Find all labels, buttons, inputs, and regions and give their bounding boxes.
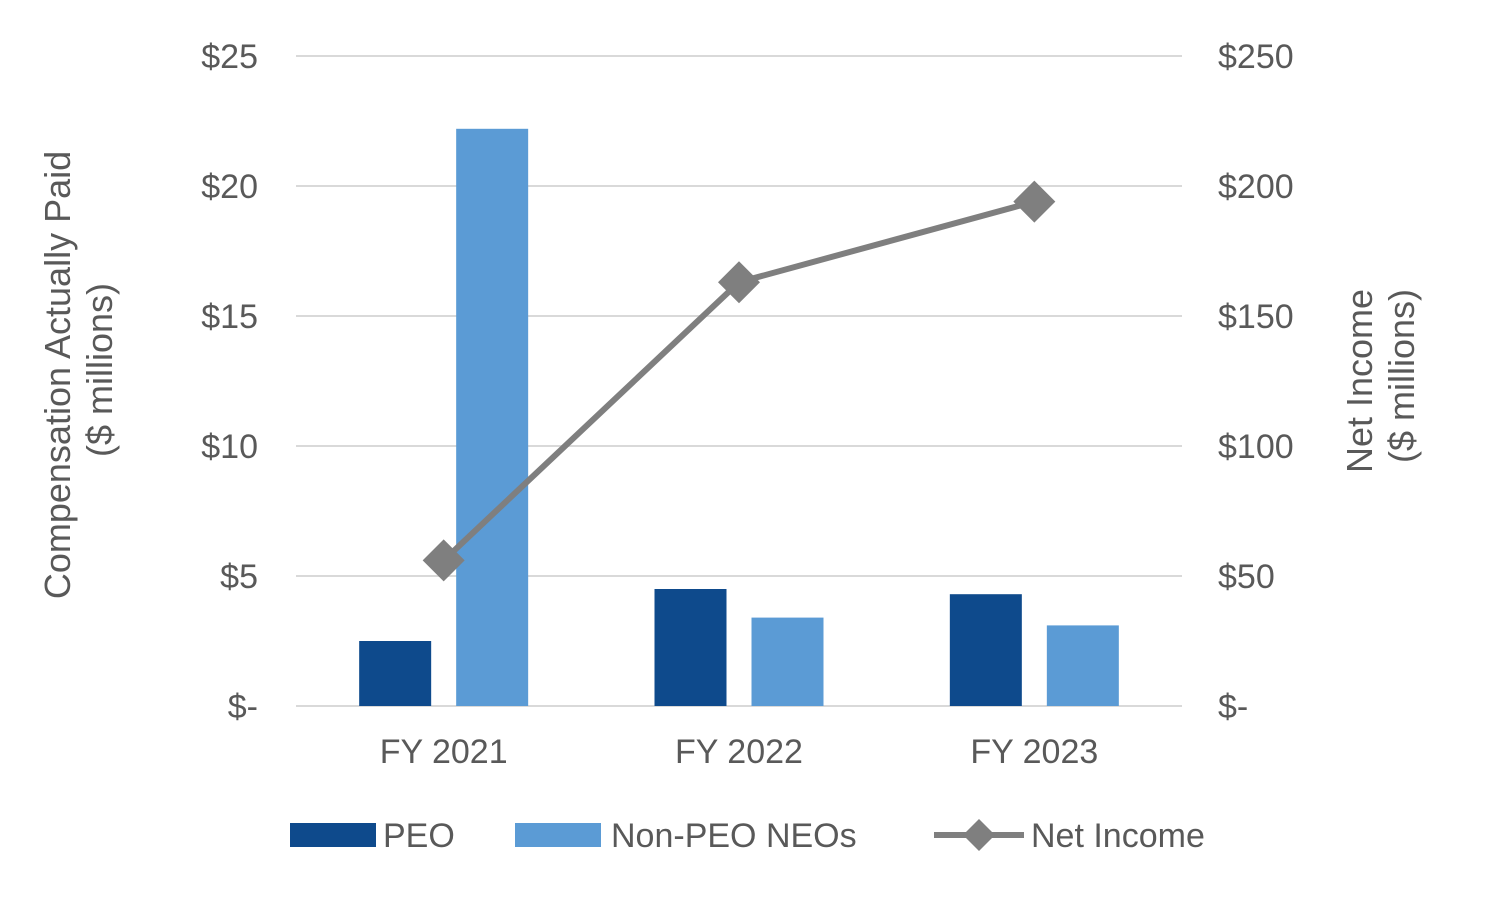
left-tick-label: $25 bbox=[201, 38, 258, 76]
bar-peo-0 bbox=[359, 641, 432, 706]
right-tick-label: $150 bbox=[1218, 298, 1294, 336]
net-income-point-0 bbox=[422, 539, 465, 582]
bars bbox=[359, 128, 1119, 707]
net-income-series bbox=[422, 180, 1056, 582]
legend-swatch-non-peo-neos bbox=[515, 823, 601, 847]
left-axis-title-line1: Compensation Actually Paid bbox=[37, 151, 78, 599]
left-axis-ticks: $- $5 $10 $15 $20 $25 bbox=[201, 38, 258, 726]
legend-diamond-icon bbox=[963, 819, 995, 851]
x-tick-label: FY 2023 bbox=[970, 733, 1098, 771]
x-axis-labels: FY 2021 FY 2022 FY 2023 bbox=[380, 733, 1099, 771]
legend-label-net-income: Net Income bbox=[1031, 817, 1205, 855]
left-tick-label: $20 bbox=[201, 168, 258, 206]
right-tick-label: $250 bbox=[1218, 38, 1294, 76]
legend-label-peo: PEO bbox=[383, 817, 455, 855]
right-tick-label: $- bbox=[1218, 688, 1248, 726]
bar-peo-2 bbox=[949, 594, 1022, 706]
left-tick-label: $- bbox=[228, 688, 258, 726]
net-income-point-1 bbox=[718, 261, 760, 304]
right-axis-title-line1: Net Income bbox=[1339, 289, 1380, 473]
right-tick-label: $100 bbox=[1218, 428, 1294, 466]
legend-swatch-peo bbox=[290, 823, 376, 847]
left-tick-label: $15 bbox=[201, 298, 258, 336]
x-tick-label: FY 2021 bbox=[380, 733, 508, 771]
net-income-point-2 bbox=[1013, 180, 1056, 223]
right-axis-ticks: $- $50 $100 $150 $200 $250 bbox=[1218, 38, 1294, 726]
bar-non-peo-neos-1 bbox=[751, 617, 824, 706]
right-tick-label: $200 bbox=[1218, 168, 1294, 206]
right-tick-label: $50 bbox=[1218, 558, 1275, 596]
left-tick-label: $10 bbox=[201, 428, 258, 466]
right-axis-title-line2: ($ millions) bbox=[1381, 289, 1422, 463]
left-axis-title-line2: ($ millions) bbox=[79, 283, 120, 457]
left-axis-title: Compensation Actually Paid ($ millions) bbox=[37, 141, 120, 599]
right-axis-title: Net Income ($ millions) bbox=[1339, 279, 1422, 473]
bar-non-peo-neos-0 bbox=[456, 128, 529, 707]
legend-label-non-peo-neos: Non-PEO NEOs bbox=[611, 817, 857, 855]
legend: PEO Non-PEO NEOs Net Income bbox=[290, 817, 1205, 855]
x-tick-label: FY 2022 bbox=[675, 733, 803, 771]
bar-non-peo-neos-2 bbox=[1046, 625, 1119, 706]
left-tick-label: $5 bbox=[220, 558, 258, 596]
gridlines bbox=[296, 55, 1182, 707]
bar-peo-1 bbox=[654, 589, 727, 706]
net-income-line bbox=[441, 198, 1036, 563]
